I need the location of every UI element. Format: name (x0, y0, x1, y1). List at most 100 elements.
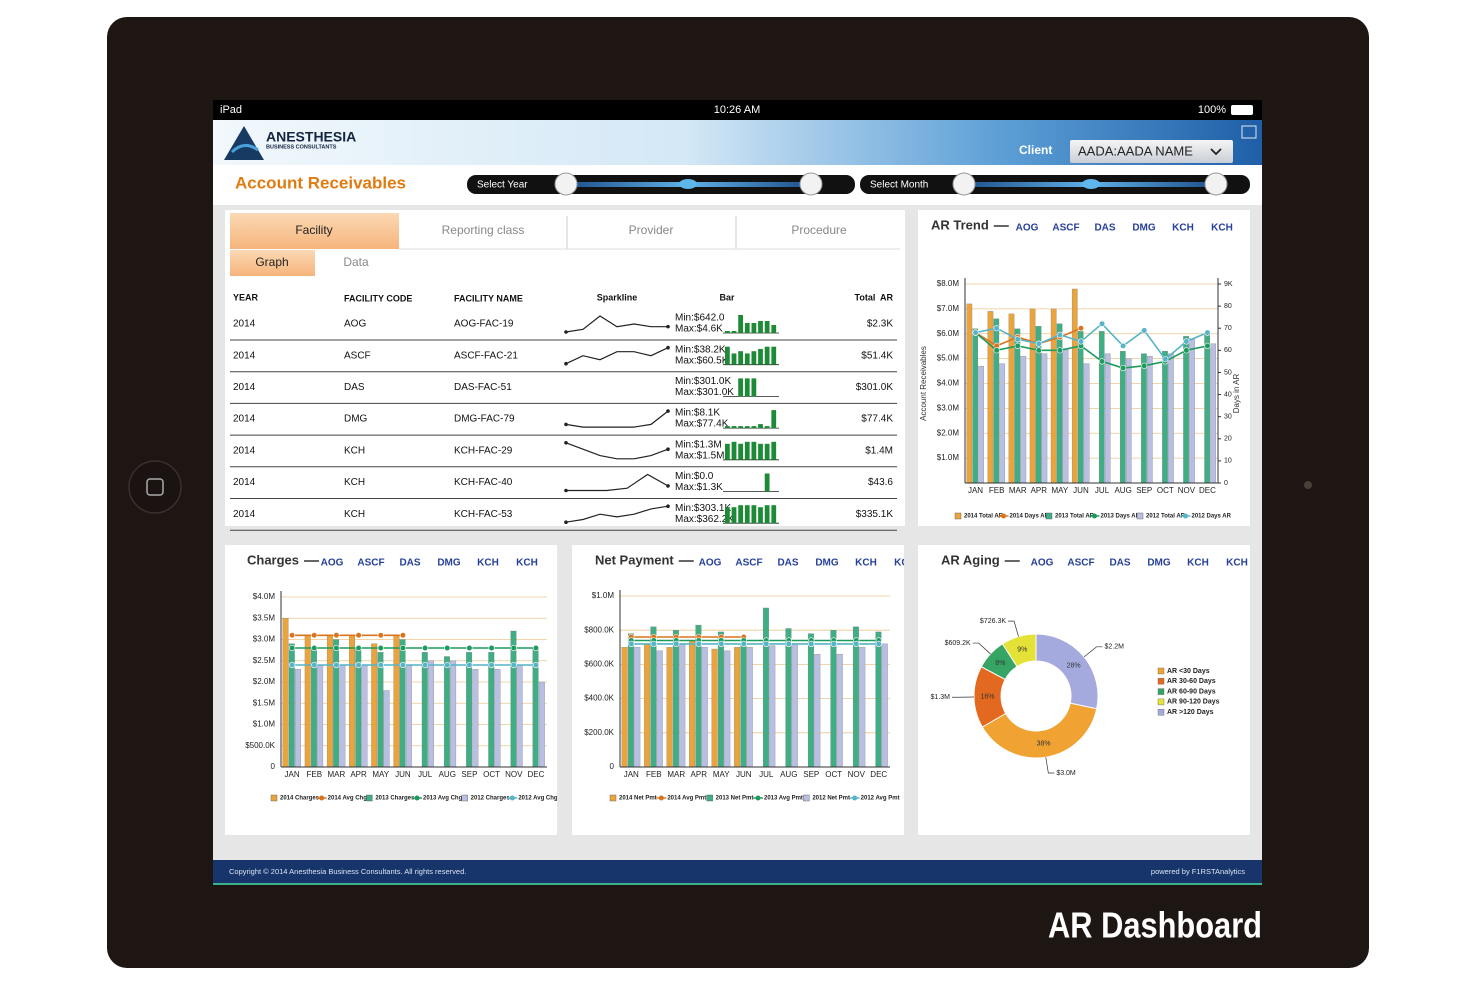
slider-knob[interactable] (554, 172, 578, 196)
chart-panel (225, 545, 557, 835)
bar (333, 639, 340, 768)
cell-year: 2014 (233, 509, 256, 520)
line-marker (444, 661, 451, 669)
mini-bar (744, 441, 750, 460)
bar (650, 626, 657, 768)
cell-year: 2014 (233, 445, 256, 456)
slider-knob[interactable] (952, 172, 976, 196)
callout-line (1008, 620, 1019, 637)
x-tick-label: MAY (372, 770, 389, 779)
mini-bar (771, 505, 777, 524)
y-tick-label: $8.0M (937, 279, 960, 288)
legend-swatch (1183, 513, 1188, 519)
legend-label: 2013 Avg Chg (423, 796, 463, 802)
series-filter[interactable]: DMG (437, 558, 461, 569)
month-slider[interactable]: Select Month (860, 172, 1250, 196)
line (975, 322, 1208, 361)
series-filter[interactable]: ASCF (1052, 223, 1079, 234)
cell-max: Max:$1.5M (675, 450, 724, 461)
menu-icon[interactable] (1241, 125, 1257, 139)
line-marker (532, 661, 540, 669)
series-filter[interactable]: KCH (855, 558, 877, 569)
line-marker (1120, 342, 1127, 350)
x-tick-label: OCT (483, 770, 500, 779)
callout-label: $609.2K (945, 640, 971, 647)
line-marker (421, 661, 429, 669)
bar (791, 643, 798, 768)
bar (724, 650, 731, 768)
legend-label: 2014 Charges (280, 796, 320, 802)
x-tick-label: JAN (968, 486, 983, 495)
series-filter[interactable]: KCH (1211, 223, 1233, 234)
x-tick-label: APR (691, 770, 708, 779)
series-filter[interactable]: ASCF (357, 558, 384, 569)
x-tick-label: JUL (1095, 486, 1110, 495)
chart-title: AR Aging (941, 552, 1000, 567)
x-tick-label: JAN (285, 770, 300, 779)
line-marker (355, 644, 362, 652)
series-filter[interactable]: KCH (1187, 558, 1209, 569)
legend-swatch (414, 795, 420, 801)
series-filter[interactable]: AOG (699, 558, 722, 569)
series-filter[interactable]: AOG (1031, 558, 1054, 569)
series-filter[interactable]: KCH (477, 558, 499, 569)
series-filter[interactable]: KCH (516, 558, 538, 569)
tab[interactable]: Reporting class (442, 223, 525, 237)
legend-swatch (1001, 513, 1006, 519)
home-button[interactable] (128, 460, 182, 514)
x-tick-label: SEP (1136, 486, 1152, 495)
series-filter[interactable]: KCH (1226, 558, 1248, 569)
bar (1162, 351, 1168, 484)
y2-tick-label: 9K (1224, 281, 1233, 288)
legend-label: 2014 Avg Pmt (667, 796, 706, 802)
cell-total: $77.4K (861, 414, 893, 425)
subtab[interactable]: Data (343, 255, 369, 269)
legend-label: 2013 Avg Pmt (764, 796, 803, 802)
series-filter[interactable]: DAS (1109, 558, 1130, 569)
subtab-active[interactable] (230, 250, 315, 276)
bar (666, 647, 673, 768)
legend-swatch (1157, 678, 1165, 685)
series-filter[interactable]: KCH (894, 558, 916, 569)
chart-title: Net Payment (595, 552, 674, 567)
series-filter[interactable]: KCH (1172, 223, 1194, 234)
bar (762, 607, 769, 768)
series-filter[interactable]: DMG (1147, 558, 1171, 569)
series-filter[interactable]: DAS (777, 558, 798, 569)
cell-min: Min:$303.1K (675, 503, 731, 514)
legend-swatch (1157, 698, 1165, 706)
x-tick-label: DEC (1199, 486, 1216, 495)
y2-axis-label: Days in AR (1232, 373, 1241, 413)
slider-thumb[interactable] (1082, 179, 1100, 189)
line-marker (355, 661, 362, 669)
tab[interactable]: Procedure (791, 223, 847, 237)
column-header: Total AR (855, 292, 894, 302)
series-filter[interactable]: DAS (1094, 223, 1115, 234)
series-filter[interactable]: DAS (399, 558, 420, 569)
slider-knob[interactable] (1204, 172, 1228, 196)
line-marker (1162, 356, 1169, 363)
client-dropdown[interactable] (1070, 140, 1233, 163)
tab[interactable]: Provider (629, 223, 674, 237)
x-tick-label: NOV (848, 770, 866, 779)
legend-label: 2013 Total AR (1055, 514, 1095, 520)
y-tick-label: $2.0M (937, 428, 960, 437)
slider-thumb[interactable] (679, 179, 697, 189)
year-slider[interactable]: Select Year (467, 172, 855, 196)
sparkline-end (564, 520, 568, 524)
tab[interactable]: Facility (295, 223, 332, 237)
subtab[interactable]: Graph (255, 255, 288, 269)
bar (627, 633, 634, 768)
series-filter[interactable]: DMG (1132, 223, 1156, 234)
slider-knob[interactable] (799, 172, 823, 196)
series-filter[interactable]: ASCF (735, 558, 762, 569)
tab-active[interactable] (230, 213, 399, 249)
mini-bar (738, 426, 744, 429)
line-marker (288, 632, 296, 639)
cell-name: KCH-FAC-53 (454, 509, 513, 520)
series-filter[interactable]: AOG (1016, 223, 1039, 234)
logo-title: ANESTHESIA (266, 129, 356, 145)
series-filter[interactable]: AOG (321, 558, 344, 569)
series-filter[interactable]: ASCF (1067, 558, 1094, 569)
series-filter[interactable]: DMG (815, 558, 839, 569)
